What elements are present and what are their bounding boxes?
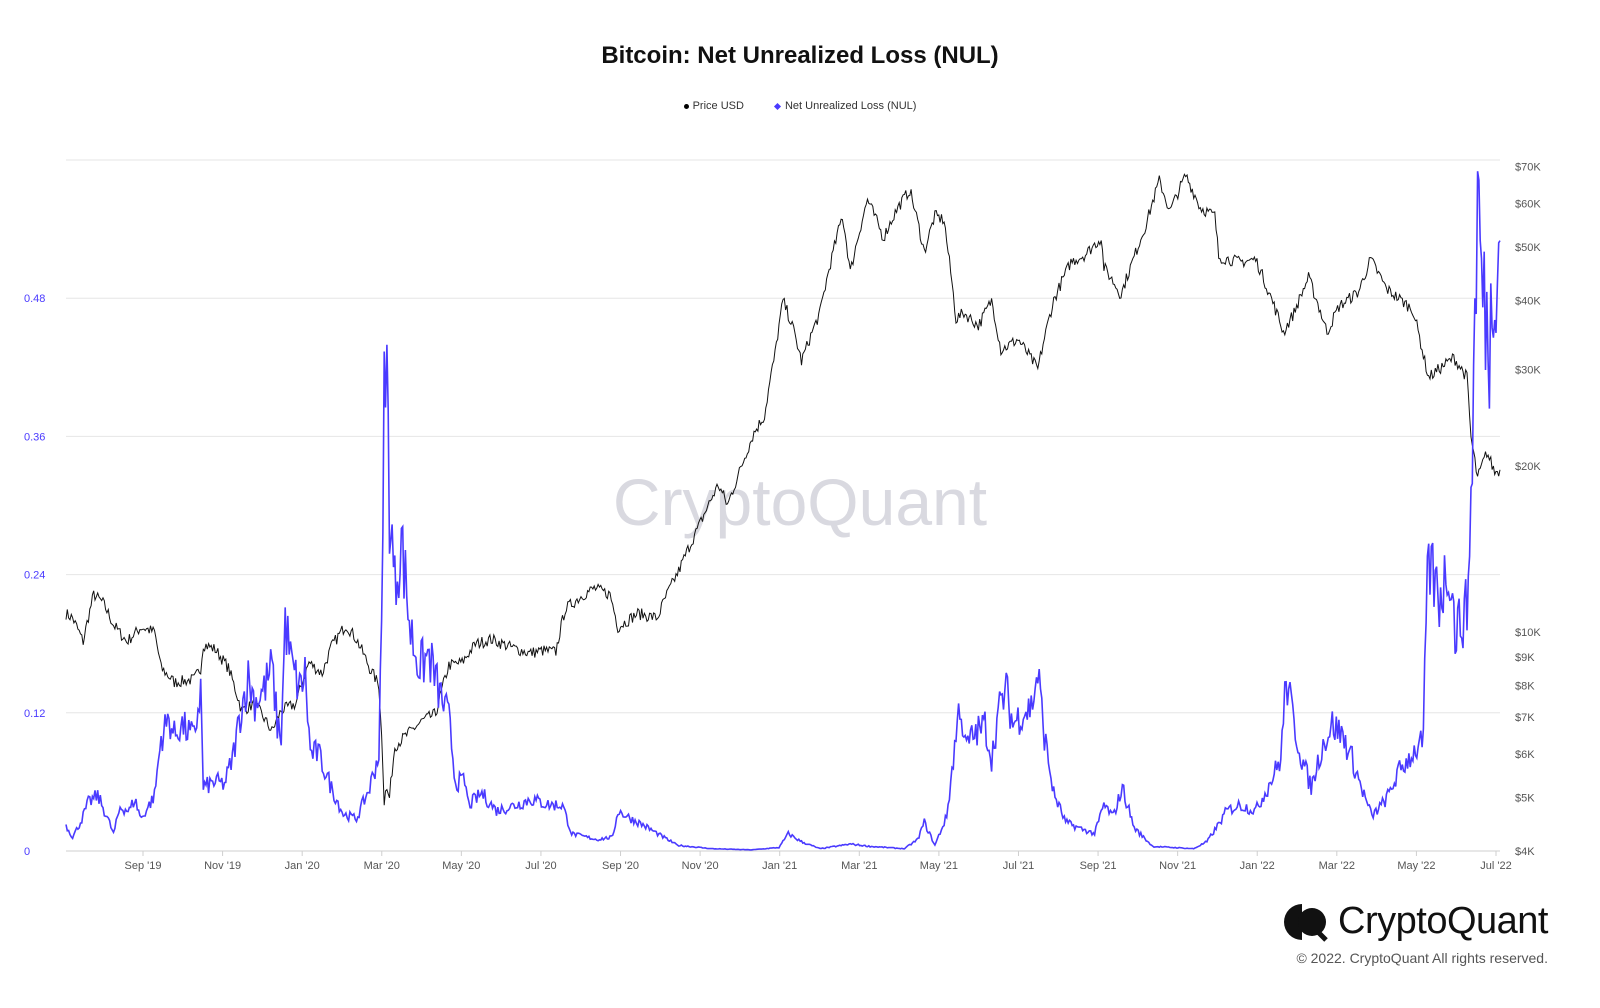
legend-label-nul: Net Unrealized Loss (NUL) xyxy=(784,100,917,112)
left-tick-label: 0.48 xyxy=(24,293,45,305)
legend-item-price[interactable]: Price USD xyxy=(683,100,744,112)
series-group xyxy=(65,171,1501,851)
legend-item-nul[interactable]: Net Unrealized Loss (NUL) xyxy=(773,100,917,112)
x-tick-label: Mar '20 xyxy=(364,860,400,872)
x-tick-label: Mar '22 xyxy=(1319,860,1355,872)
x-tick-label: Jan '21 xyxy=(762,860,797,872)
left-axis: 0 0.12 0.24 0.36 0.48 xyxy=(24,293,45,858)
x-tick-label: Sep '20 xyxy=(602,860,639,872)
right-axis: $4K $5K $6K $7K $8K $9K $10K $20K $30K $40K $50K $6… xyxy=(1515,162,1541,858)
copyright-text: © 2022. CryptoQuant All rights reserved. xyxy=(1296,950,1548,966)
cryptoquant-logo-icon xyxy=(1282,902,1328,942)
legend-label-price: Price USD xyxy=(692,100,744,112)
right-tick-label: $50K xyxy=(1515,242,1541,254)
left-tick-label: 0.36 xyxy=(24,431,45,443)
left-tick-label: 0.12 xyxy=(24,708,45,720)
chart-title: Bitcoin: Net Unrealized Loss (NUL) xyxy=(601,42,999,69)
x-tick-label: Nov '19 xyxy=(204,860,241,872)
grid xyxy=(66,159,1500,852)
left-tick-label: 0 xyxy=(24,846,30,858)
x-axis: Sep '19 Nov '19 Jan '20 Mar '20 May '20 Jul '… xyxy=(125,851,1512,872)
x-tick-label: May '21 xyxy=(920,860,958,872)
x-tick-label: Jul '20 xyxy=(525,860,556,872)
right-tick-label: $40K xyxy=(1515,296,1541,308)
right-tick-label: $8K xyxy=(1515,680,1535,692)
legend: Price USD Net Unrealized Loss (NUL) xyxy=(0,100,1600,112)
right-tick-label: $4K xyxy=(1515,846,1535,858)
x-tick-label: May '22 xyxy=(1397,860,1435,872)
right-tick-label: $20K xyxy=(1515,461,1541,473)
x-tick-label: Jul '22 xyxy=(1480,860,1511,872)
right-tick-label: $5K xyxy=(1515,793,1535,805)
x-tick-label: Sep '21 xyxy=(1080,860,1117,872)
x-tick-label: Jul '21 xyxy=(1003,860,1034,872)
x-tick-label: Jan '20 xyxy=(285,860,320,872)
right-tick-label: $7K xyxy=(1515,712,1535,724)
left-tick-label: 0.24 xyxy=(24,570,45,582)
price-marker-icon xyxy=(683,103,689,109)
right-tick-label: $30K xyxy=(1515,364,1541,376)
x-tick-label: Nov '21 xyxy=(1159,860,1196,872)
right-tick-label: $60K xyxy=(1515,199,1541,211)
right-tick-label: $6K xyxy=(1515,749,1535,761)
right-tick-label: $9K xyxy=(1515,652,1535,664)
watermark: CryptoQuant xyxy=(613,465,987,539)
x-tick-label: Sep '19 xyxy=(125,860,162,872)
series-line-nul xyxy=(65,171,1501,851)
x-tick-label: Nov '20 xyxy=(682,860,719,872)
brand-logo-block: CryptoQuant xyxy=(1282,900,1548,943)
x-tick-label: Jan '22 xyxy=(1240,860,1275,872)
right-tick-label: $10K xyxy=(1515,627,1541,639)
x-tick-label: May '20 xyxy=(442,860,480,872)
brand-name: CryptoQuant xyxy=(1338,900,1548,942)
right-tick-label: $70K xyxy=(1515,162,1541,174)
x-tick-label: Mar '21 xyxy=(841,860,877,872)
